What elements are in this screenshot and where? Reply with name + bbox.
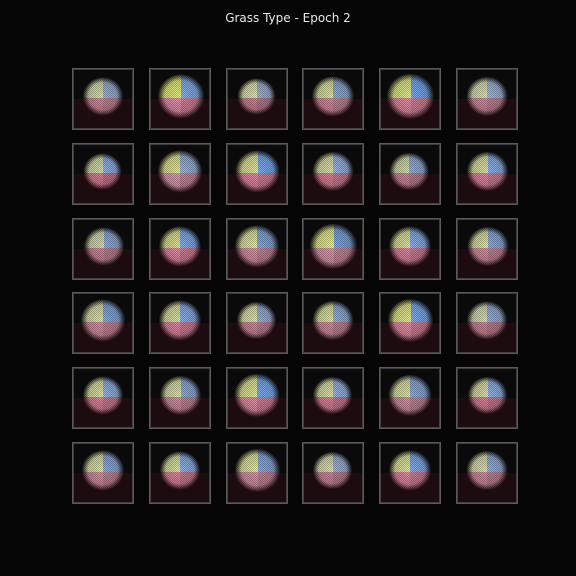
sample-image	[73, 443, 133, 503]
sample-image	[303, 144, 363, 204]
sample-image	[227, 443, 287, 503]
sample-tile	[302, 68, 364, 130]
sample-image	[73, 293, 133, 353]
sample-image	[380, 69, 440, 129]
sample-image	[227, 293, 287, 353]
sample-image	[303, 368, 363, 428]
sample-tile	[379, 292, 441, 354]
sample-image	[457, 443, 517, 503]
sample-tile	[72, 292, 134, 354]
sample-tile	[456, 442, 518, 504]
sample-tile	[149, 442, 211, 504]
sample-image	[303, 219, 363, 279]
sample-tile	[302, 218, 364, 280]
sample-tile	[226, 143, 288, 205]
sample-tile	[72, 367, 134, 429]
sample-image	[227, 219, 287, 279]
sample-image	[380, 219, 440, 279]
sample-tile	[379, 442, 441, 504]
sample-tile	[456, 292, 518, 354]
sample-tile	[379, 68, 441, 130]
sample-tile	[149, 367, 211, 429]
sample-image	[457, 368, 517, 428]
sample-tile	[149, 68, 211, 130]
sample-tile	[379, 218, 441, 280]
sample-image	[150, 144, 210, 204]
sample-tile	[302, 292, 364, 354]
sample-tile	[456, 367, 518, 429]
figure-title: Grass Type - Epoch 2	[0, 10, 576, 26]
sample-image	[73, 368, 133, 428]
sample-image	[73, 219, 133, 279]
sample-tile	[456, 68, 518, 130]
sample-tile	[72, 442, 134, 504]
sample-tile	[226, 68, 288, 130]
sample-tile	[72, 68, 134, 130]
sample-image	[303, 293, 363, 353]
sample-image	[150, 293, 210, 353]
sample-tile	[302, 442, 364, 504]
sample-image	[303, 443, 363, 503]
sample-image	[227, 69, 287, 129]
sample-image	[380, 368, 440, 428]
sample-image	[303, 69, 363, 129]
sample-tile	[226, 218, 288, 280]
sample-image	[380, 293, 440, 353]
sample-tile	[149, 292, 211, 354]
sample-tile	[226, 367, 288, 429]
sample-tile	[226, 442, 288, 504]
sample-image	[150, 443, 210, 503]
sample-image	[73, 69, 133, 129]
sample-image-grid	[72, 68, 518, 504]
sample-tile	[456, 143, 518, 205]
sample-image	[150, 368, 210, 428]
sample-image	[73, 144, 133, 204]
sample-tile	[302, 367, 364, 429]
sample-image	[150, 69, 210, 129]
sample-image	[380, 443, 440, 503]
sample-tile	[149, 218, 211, 280]
sample-image	[457, 69, 517, 129]
sample-tile	[72, 218, 134, 280]
sample-image	[227, 368, 287, 428]
sample-tile	[149, 143, 211, 205]
sample-tile	[379, 367, 441, 429]
sample-image	[457, 293, 517, 353]
sample-image	[227, 144, 287, 204]
sample-image	[380, 144, 440, 204]
sample-tile	[72, 143, 134, 205]
sample-tile	[379, 143, 441, 205]
sample-image	[457, 219, 517, 279]
sample-image	[457, 144, 517, 204]
sample-tile	[456, 218, 518, 280]
sample-tile	[302, 143, 364, 205]
sample-tile	[226, 292, 288, 354]
sample-image	[150, 219, 210, 279]
